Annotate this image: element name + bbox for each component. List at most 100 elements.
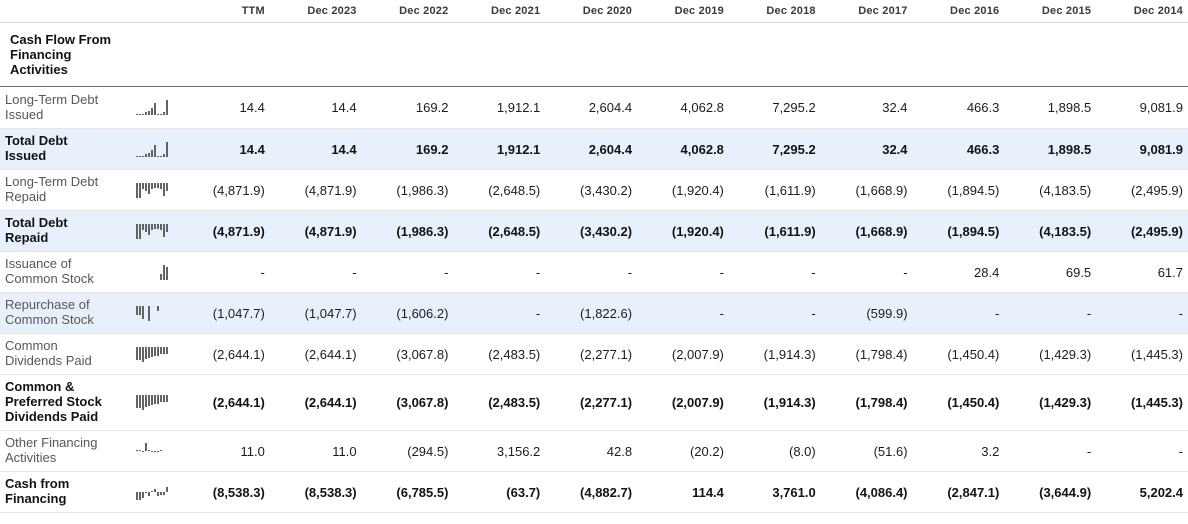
value-cell: - (260, 264, 265, 280)
value-cell: (1,920.4) (671, 182, 724, 198)
value-cell: 3,761.0 (772, 484, 816, 500)
value-cell: (1,798.4) (855, 395, 908, 410)
value-cell: (8,538.3) (304, 484, 357, 500)
table-row: Cash from Financing (8,538.3) (8,538.3) (6,… (0, 471, 1188, 513)
value-cell: 69.5 (1065, 264, 1092, 280)
value-cell: 14.4 (331, 141, 357, 157)
row-label-cell: Common Dividends Paid (0, 334, 130, 374)
value-cell: (2,847.1) (947, 484, 1000, 500)
table-row: Other Financing Activities 11.0 11.0 (294.5… (0, 430, 1188, 471)
value-cell: (1,445.3) (1130, 346, 1183, 362)
value-cell: 466.3 (966, 141, 1000, 157)
row-label: Other Financing Activities (5, 435, 98, 465)
value-cell: 14.4 (239, 100, 265, 115)
column-header: Dec 2015 (1041, 5, 1092, 17)
value-cell: (1,445.3) (1130, 395, 1183, 410)
value-cell: 1,912.1 (496, 141, 541, 157)
section-header-row: Cash Flow From Financing Activities (0, 23, 1188, 87)
table-row: Repurchase of Common Stock (1,047.7) (1,04… (0, 292, 1188, 333)
value-cell: (2,483.5) (488, 346, 541, 362)
mini-bar-chart-icon (136, 395, 168, 410)
value-cell: (1,668.9) (855, 182, 908, 198)
value-cell: 9,081.9 (1139, 141, 1183, 157)
row-label-cell: Long-Term Debt Issued (0, 88, 130, 128)
mini-bar-chart-icon (136, 100, 168, 115)
row-label-cell: Other Financing Activities (0, 431, 130, 471)
value-cell: (1,914.3) (763, 346, 816, 362)
value-cell: 2,604.4 (588, 141, 633, 157)
value-cell: (4,871.9) (304, 182, 357, 198)
row-label-cell: Total Debt Issued (0, 129, 130, 169)
mini-bar-chart-icon (136, 346, 168, 362)
mini-bar-chart-icon (136, 182, 168, 198)
column-header: Dec 2022 (399, 5, 449, 17)
value-cell: - (352, 264, 357, 280)
value-cell: (599.9) (866, 305, 908, 321)
row-label: Repurchase of Common Stock (5, 297, 94, 327)
table-row: Long-Term Debt Issued 14.4 14.4 169.2 1,912.… (0, 87, 1188, 128)
value-cell: 11.0 (240, 443, 265, 459)
value-cell: (2,644.1) (304, 346, 357, 362)
value-cell: (2,495.9) (1130, 223, 1183, 239)
value-cell: - (1178, 443, 1183, 459)
value-cell: (2,277.1) (580, 346, 633, 362)
value-cell: (4,183.5) (1039, 223, 1092, 239)
value-cell: 1,898.5 (1047, 141, 1092, 157)
value-cell: - (995, 305, 1000, 321)
value-cell: (2,007.9) (671, 346, 724, 362)
value-cell: - (811, 305, 816, 321)
value-cell: 32.4 (882, 141, 908, 157)
value-cell: (3,067.8) (396, 395, 449, 410)
value-cell: 7,295.2 (772, 100, 816, 115)
row-label-cell: Common & Preferred Stock Dividends Paid (0, 375, 130, 430)
value-cell: (2,648.5) (488, 182, 541, 198)
sparkline-cell (130, 443, 178, 459)
sparkline-cell (130, 100, 178, 115)
value-cell: (2,644.1) (212, 395, 265, 410)
value-cell: - (444, 264, 449, 280)
table-row: Total Debt Repaid (4,871.9) (4,871.9) (1,98… (0, 210, 1188, 251)
row-label-cell: Total Debt Repaid (0, 211, 130, 251)
value-cell: (4,871.9) (212, 223, 265, 239)
value-cell: (2,644.1) (212, 346, 265, 362)
value-cell: - (903, 264, 908, 280)
value-cell: (3,067.8) (396, 346, 449, 362)
row-label: Common & Preferred Stock Dividends Paid (5, 379, 102, 424)
value-cell: (1,894.5) (947, 223, 1000, 239)
table-row: Common Dividends Paid (2,644.1) (2,644.1) (… (0, 333, 1188, 374)
section-title: Cash Flow From Financing Activities (10, 32, 112, 77)
column-header: Dec 2014 (1133, 5, 1183, 17)
mini-bar-chart-icon (136, 485, 168, 500)
value-cell: - (1086, 443, 1092, 459)
value-cell: (1,986.3) (396, 182, 449, 198)
table-row: Total Debt Issued 14.4 14.4 169.2 1,912.1 2,6… (0, 128, 1188, 169)
value-cell: 14.4 (239, 141, 265, 157)
value-cell: - (1086, 305, 1092, 321)
value-cell: 2,604.4 (588, 100, 633, 115)
value-cell: - (1178, 305, 1183, 321)
column-header: Dec 2019 (674, 5, 724, 17)
column-header: Dec 2017 (858, 5, 908, 17)
value-cell: 1,898.5 (1047, 100, 1092, 115)
value-cell: (20.2) (689, 443, 724, 459)
value-cell: 11.0 (332, 443, 357, 459)
value-cell: 42.8 (606, 443, 633, 459)
value-cell: (1,450.4) (947, 346, 1000, 362)
value-cell: (1,894.5) (947, 182, 1000, 198)
value-cell: - (811, 264, 816, 280)
value-cell: (51.6) (873, 443, 908, 459)
sparkline-cell (130, 264, 178, 280)
row-label: Long-Term Debt Repaid (5, 174, 99, 204)
value-cell: (1,611.9) (764, 182, 816, 198)
column-header-row: TTM Dec 2023 Dec 2022 Dec 2021 Dec 2020 Dec 2… (0, 0, 1188, 23)
value-cell: (2,483.5) (488, 395, 541, 410)
value-cell: (1,668.9) (855, 223, 908, 239)
row-label-cell: Repurchase of Common Stock (0, 293, 130, 333)
value-cell: (2,007.9) (671, 395, 724, 410)
sparkline-cell (130, 485, 178, 500)
value-cell: (1,429.3) (1039, 395, 1092, 410)
value-cell: (1,429.3) (1039, 346, 1092, 362)
table-body: Long-Term Debt Issued 14.4 14.4 169.2 1,912.… (0, 87, 1188, 513)
column-header: Dec 2018 (766, 5, 816, 17)
value-cell: 169.2 (415, 100, 449, 115)
